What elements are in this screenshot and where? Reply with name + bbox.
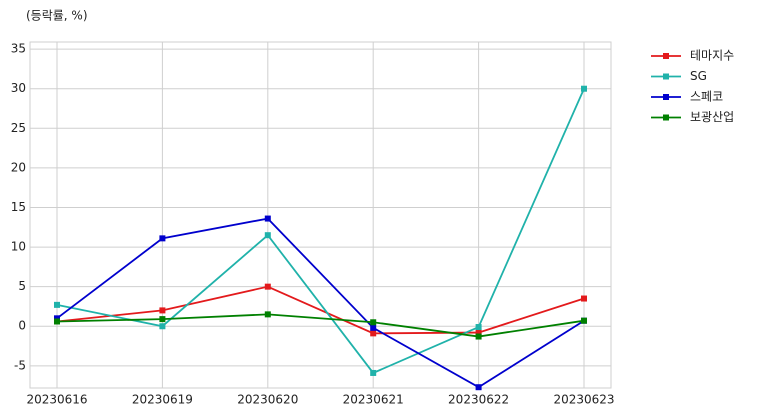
series-line xyxy=(56,217,585,389)
x-tick-label: 20230623 xyxy=(553,393,614,407)
point-marker xyxy=(370,330,377,337)
x-tick-label: 20230621 xyxy=(343,393,404,407)
legend-swatch xyxy=(663,94,669,100)
y-tick-label: 0 xyxy=(18,319,26,333)
point-marker xyxy=(159,307,166,314)
y-tick-label: 15 xyxy=(11,200,26,214)
legend-label: 보광산업 xyxy=(690,110,734,124)
chart-title: (등락률, %) xyxy=(26,9,88,23)
point-marker xyxy=(264,311,271,318)
x-tick-label: 20230616 xyxy=(26,393,87,407)
legend-swatch xyxy=(663,73,669,80)
point-marker xyxy=(370,324,377,331)
point-marker xyxy=(159,235,166,242)
point-marker xyxy=(581,85,587,92)
y-tick-label: 10 xyxy=(11,240,26,254)
point-marker xyxy=(475,333,482,340)
y-tick-label: 20 xyxy=(11,160,26,174)
point-marker xyxy=(475,329,482,336)
legend-swatch xyxy=(663,114,669,121)
series-line xyxy=(56,313,585,338)
legend-swatch xyxy=(663,53,669,59)
point-marker xyxy=(54,315,60,322)
point-marker xyxy=(264,283,271,290)
point-marker xyxy=(581,295,587,302)
series-line xyxy=(56,285,585,335)
y-tick-label: -5 xyxy=(14,358,26,372)
y-tick-label: 30 xyxy=(11,81,26,95)
plot-frame xyxy=(29,41,612,389)
legend-label: 테마지수 xyxy=(690,49,734,63)
x-tick-label: 20230622 xyxy=(448,393,509,407)
point-marker xyxy=(264,232,271,239)
legend-label: SG xyxy=(690,69,707,83)
x-tick-label: 20230619 xyxy=(132,393,193,407)
point-marker xyxy=(54,301,60,308)
point-marker xyxy=(370,319,377,326)
point-marker xyxy=(159,316,166,323)
point-marker xyxy=(475,384,482,391)
x-tick-label: 20230620 xyxy=(237,393,298,407)
point-marker xyxy=(159,323,166,330)
y-tick-label: 25 xyxy=(11,121,26,135)
point-marker xyxy=(264,215,271,222)
legend-label: 스페코 xyxy=(690,90,723,104)
point-marker xyxy=(581,317,587,324)
series-line xyxy=(56,88,585,375)
y-tick-label: 35 xyxy=(11,42,26,56)
point-marker xyxy=(370,369,377,376)
y-tick-label: 5 xyxy=(18,279,26,293)
point-marker xyxy=(475,324,482,331)
point-marker xyxy=(54,318,60,325)
